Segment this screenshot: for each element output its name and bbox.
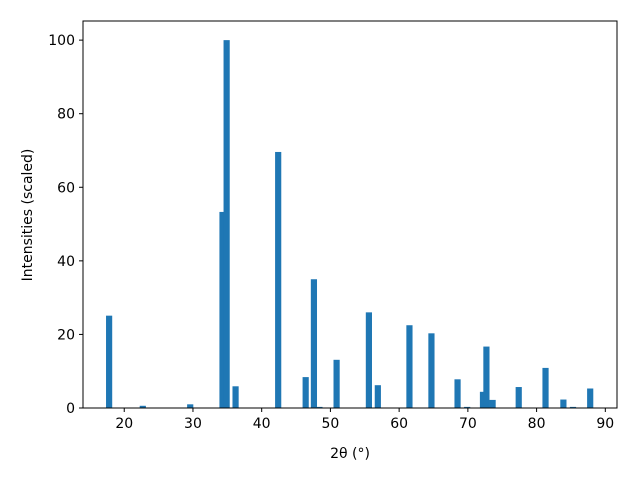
bar — [374, 385, 381, 408]
y-tick-label: 80 — [57, 107, 75, 123]
y-tick-label: 100 — [48, 33, 75, 49]
bar — [406, 325, 413, 408]
x-tick-label: 70 — [459, 416, 477, 432]
x-tick-label: 80 — [528, 416, 546, 432]
bar — [187, 404, 194, 408]
bar — [232, 386, 239, 408]
bar — [560, 399, 567, 408]
bar — [587, 388, 594, 408]
bar — [219, 211, 226, 408]
bar — [479, 391, 487, 408]
x-tick-label: 50 — [321, 416, 339, 432]
bar — [106, 315, 113, 408]
bar — [454, 379, 461, 408]
bar — [569, 406, 577, 408]
x-tick-label: 40 — [253, 416, 271, 432]
y-tick-label: 60 — [57, 180, 75, 196]
bar — [302, 377, 309, 408]
bar — [365, 312, 372, 408]
bar — [489, 399, 496, 408]
y-tick-label: 0 — [66, 401, 75, 417]
bar — [428, 333, 435, 408]
x-tick-label: 20 — [115, 416, 133, 432]
y-tick-label: 20 — [57, 327, 75, 343]
y-tick-label: 40 — [57, 254, 75, 270]
bar — [316, 406, 323, 408]
bar — [223, 40, 230, 409]
y-axis-label: Intensities (scaled) — [20, 149, 36, 282]
bar — [515, 387, 522, 408]
bar — [139, 405, 146, 408]
bar — [275, 151, 282, 408]
bar — [464, 406, 471, 408]
x-tick-label: 60 — [390, 416, 408, 432]
bar — [310, 279, 318, 408]
x-tick-label: 30 — [184, 416, 202, 432]
x-tick-label: 90 — [596, 416, 614, 432]
bar — [333, 359, 340, 408]
bar — [542, 367, 549, 408]
plot-frame — [82, 20, 618, 409]
x-axis-label: 2θ (°) — [330, 446, 370, 462]
bar — [483, 346, 490, 408]
